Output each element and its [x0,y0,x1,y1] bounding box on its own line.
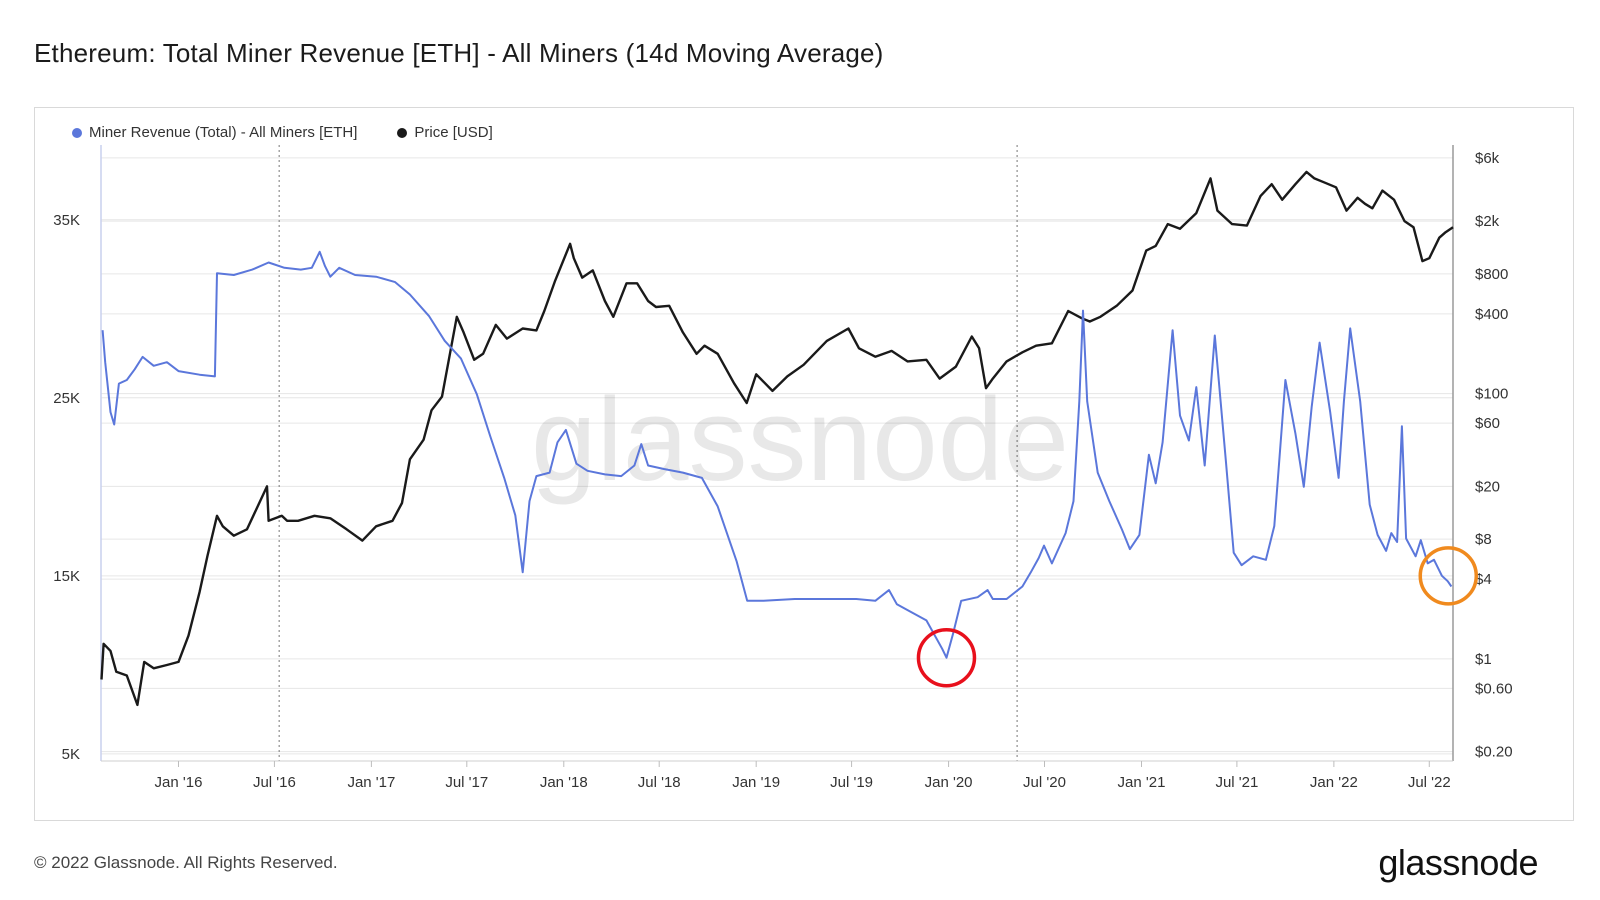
x-tick-label: Jan '18 [540,774,588,791]
series-line-revenue [101,250,1453,659]
x-tick-label: Jan '20 [925,774,973,791]
x-tick-label: Jul '21 [1215,774,1258,791]
x-tick-label: Jan '22 [1310,774,1358,791]
right-tick-label: $2k [1475,213,1500,230]
left-tick-label: 15K [53,568,80,585]
chart-panel [34,107,1574,821]
right-tick-label: $8 [1475,531,1492,548]
right-tick-label: $4 [1475,571,1492,588]
right-tick-label: $60 [1475,415,1500,432]
series-line-price [100,170,1454,707]
right-tick-label: $0.60 [1475,680,1513,697]
left-tick-label: 25K [53,390,80,407]
x-tick-label: Jan '17 [347,774,395,791]
right-tick-label: $1 [1475,651,1492,668]
right-tick-label: $800 [1475,266,1508,283]
x-tick-label: Jan '16 [155,774,203,791]
left-tick-label: 35K [53,212,80,229]
watermark: glassnode [531,374,1069,506]
right-tick-label: $20 [1475,478,1500,495]
red-circle-annotation [916,627,977,688]
x-tick-label: Jan '21 [1118,774,1166,791]
right-tick-label: $400 [1475,306,1508,323]
legend-item-price[interactable]: Price [USD] [397,124,493,141]
annotations [916,546,1479,688]
x-tick-label: Jul '18 [638,774,681,791]
right-tick-label: $6k [1475,150,1500,167]
legend-item-revenue[interactable]: Miner Revenue (Total) - All Miners [ETH] [72,124,357,141]
copyright: © 2022 Glassnode. All Rights Reserved. [34,853,338,872]
chart-title: Ethereum: Total Miner Revenue [ETH] - Al… [34,38,884,68]
x-tick-label: Jul '17 [445,774,488,791]
legend-label-revenue: Miner Revenue (Total) - All Miners [ETH] [89,124,358,141]
x-tick-label: Jul '16 [253,774,296,791]
orange-circle-annotation [1418,546,1479,606]
right-tick-label: $0.20 [1475,744,1513,761]
right-tick-label: $100 [1475,386,1508,403]
x-tick-label: Jul '20 [1023,774,1066,791]
legend-label-price: Price [USD] [414,124,493,141]
x-tick-label: Jul '19 [830,774,873,791]
legend-dot-price [397,127,408,138]
legend-dot-revenue [72,127,82,138]
x-tick-label: Jan '19 [732,774,780,791]
x-tick-label: Jul '22 [1408,774,1451,791]
series-lines [100,170,1454,707]
legend: Miner Revenue (Total) - All Miners [ETH]… [72,124,493,141]
brand-logo: glassnode [1378,842,1538,883]
left-tick-label: 5K [62,746,80,763]
axes: $0.20 $0.60 $1 $4 $8 $20 $60 $100 $400 $800 $2k $6k… [53,145,1513,791]
